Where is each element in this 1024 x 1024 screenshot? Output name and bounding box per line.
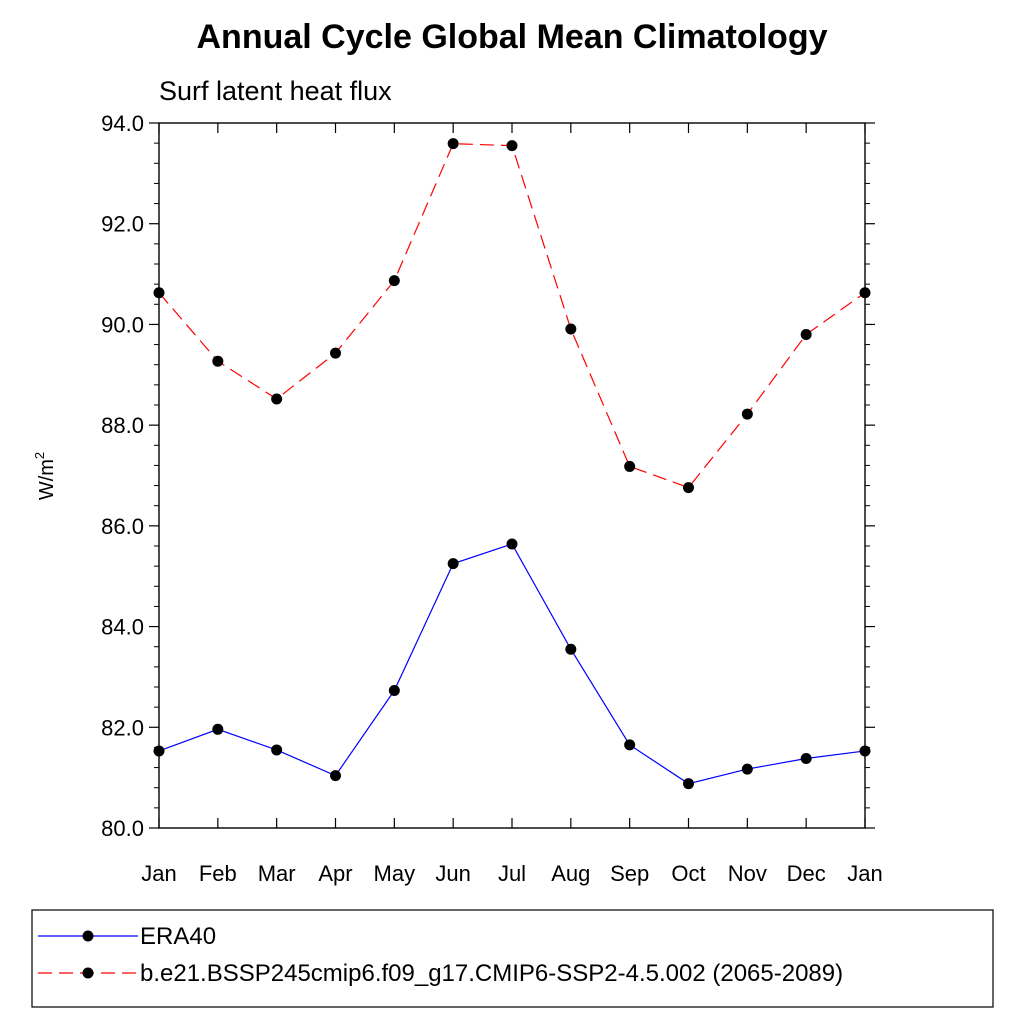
series-line bbox=[158, 143, 866, 489]
plot-frame bbox=[158, 122, 866, 829]
data-point bbox=[212, 355, 224, 367]
legend-marker bbox=[82, 967, 94, 979]
x-tick-label: May bbox=[374, 861, 416, 886]
legend-items: ERA40 b.e21.BSSP245cmip6.f09_g17.CMIP6-SS… bbox=[38, 923, 843, 987]
series-2 bbox=[153, 138, 871, 494]
y-tick-label: 82.0 bbox=[101, 715, 144, 740]
data-point bbox=[800, 753, 812, 765]
x-tick-label: Apr bbox=[318, 861, 352, 886]
legend-item-2: b.e21.BSSP245cmip6.f09_g17.CMIP6-SSP2-4.… bbox=[38, 960, 843, 987]
data-point bbox=[565, 643, 577, 655]
data-point bbox=[271, 744, 283, 756]
y-tick-label: 94.0 bbox=[101, 111, 144, 136]
y-tick-label: 84.0 bbox=[101, 615, 144, 640]
series-1 bbox=[153, 538, 871, 790]
data-point bbox=[683, 778, 694, 790]
x-tick-label: Sep bbox=[610, 861, 649, 886]
data-point bbox=[447, 138, 459, 150]
data-point bbox=[447, 558, 459, 570]
data-point bbox=[330, 770, 341, 782]
y-axis-label-superscript: 2 bbox=[32, 452, 47, 459]
data-point bbox=[388, 275, 400, 287]
y-tick-label: 88.0 bbox=[101, 413, 144, 438]
data-point bbox=[271, 393, 283, 405]
y-axis-label: W/m2 bbox=[32, 452, 58, 500]
x-tick-label: Jan bbox=[141, 861, 176, 886]
chart-title: Annual Cycle Global Mean Climatology bbox=[197, 18, 828, 56]
y-tick-label: 92.0 bbox=[101, 212, 144, 237]
x-tick-label: Jul bbox=[498, 861, 526, 886]
y-tick-labels: 80.0 82.0 84.0 86.0 88.0 90.0 92.0 94.0 bbox=[101, 111, 144, 841]
data-point bbox=[506, 538, 518, 550]
x-tick-label: Oct bbox=[671, 861, 705, 886]
legend-item-1: ERA40 bbox=[38, 923, 216, 950]
legend: ERA40 b.e21.BSSP245cmip6.f09_g17.CMIP6-SS… bbox=[31, 909, 994, 1008]
data-point bbox=[683, 482, 694, 494]
axis-ticks bbox=[149, 122, 875, 829]
y-axis-label-text: W/m bbox=[36, 459, 58, 500]
data-point bbox=[741, 763, 753, 775]
data-point bbox=[624, 739, 636, 751]
data-point bbox=[624, 460, 636, 472]
x-tick-label: Jan bbox=[847, 861, 882, 886]
legend-marker bbox=[82, 930, 94, 942]
x-tick-label: Aug bbox=[551, 861, 590, 886]
data-point bbox=[212, 723, 224, 735]
x-tick-label: Jun bbox=[435, 861, 470, 886]
data-point bbox=[388, 685, 400, 697]
x-tick-label: Dec bbox=[787, 861, 826, 886]
chart-subtitle: Surf latent heat flux bbox=[159, 76, 392, 106]
legend-label: ERA40 bbox=[140, 923, 216, 950]
y-tick-label: 90.0 bbox=[101, 312, 144, 337]
series-line bbox=[158, 543, 866, 785]
data-point bbox=[565, 323, 577, 335]
data-point bbox=[800, 329, 812, 340]
data-point bbox=[330, 347, 341, 359]
x-tick-label: Mar bbox=[258, 861, 296, 886]
series-layer bbox=[153, 138, 871, 790]
legend-label: b.e21.BSSP245cmip6.f09_g17.CMIP6-SSP2-4.… bbox=[140, 960, 843, 987]
x-tick-label: Feb bbox=[199, 861, 237, 886]
data-point bbox=[506, 140, 518, 152]
x-tick-labels: Jan Feb Mar Apr May Jun Jul Aug Sep Oct Nov Dec Jan bbox=[141, 861, 882, 886]
data-point bbox=[741, 408, 753, 420]
y-tick-label: 86.0 bbox=[101, 514, 144, 539]
legend-box bbox=[31, 909, 994, 1008]
y-tick-label: 80.0 bbox=[101, 816, 144, 841]
x-tick-label: Nov bbox=[728, 861, 767, 886]
